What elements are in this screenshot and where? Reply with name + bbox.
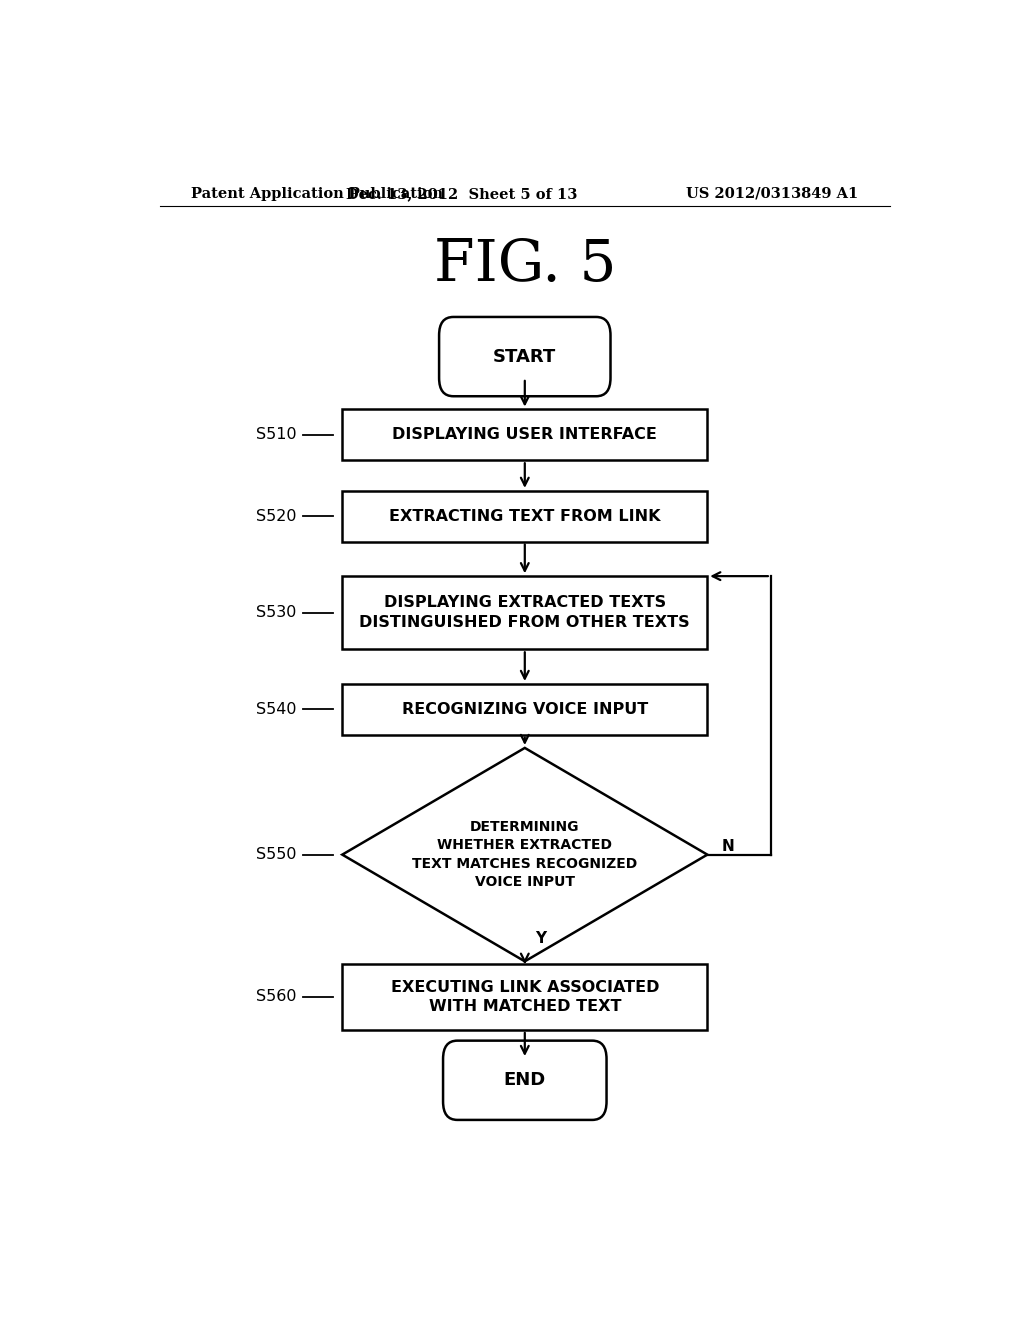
Text: DISPLAYING EXTRACTED TEXTS
DISTINGUISHED FROM OTHER TEXTS: DISPLAYING EXTRACTED TEXTS DISTINGUISHED… <box>359 595 690 630</box>
Text: S550: S550 <box>256 847 296 862</box>
Text: S520: S520 <box>256 508 296 524</box>
Text: END: END <box>504 1072 546 1089</box>
Text: RECOGNIZING VOICE INPUT: RECOGNIZING VOICE INPUT <box>401 702 648 717</box>
Bar <box>342 576 708 649</box>
Text: N: N <box>722 840 734 854</box>
Bar <box>342 964 708 1030</box>
Text: S530: S530 <box>256 606 296 620</box>
Text: S510: S510 <box>256 428 296 442</box>
Text: US 2012/0313849 A1: US 2012/0313849 A1 <box>686 187 858 201</box>
Text: Y: Y <box>536 932 546 946</box>
Text: S560: S560 <box>256 990 296 1005</box>
Text: Patent Application Publication: Patent Application Publication <box>191 187 443 201</box>
Text: START: START <box>494 347 556 366</box>
Text: DETERMINING
WHETHER EXTRACTED
TEXT MATCHES RECOGNIZED
VOICE INPUT: DETERMINING WHETHER EXTRACTED TEXT MATCH… <box>413 820 637 890</box>
Text: DISPLAYING USER INTERFACE: DISPLAYING USER INTERFACE <box>392 428 657 442</box>
Text: Dec. 13, 2012  Sheet 5 of 13: Dec. 13, 2012 Sheet 5 of 13 <box>346 187 577 201</box>
FancyBboxPatch shape <box>443 1040 606 1119</box>
Polygon shape <box>342 748 708 961</box>
Text: EXECUTING LINK ASSOCIATED
WITH MATCHED TEXT: EXECUTING LINK ASSOCIATED WITH MATCHED T… <box>390 979 659 1014</box>
Bar <box>342 491 708 541</box>
Text: EXTRACTING TEXT FROM LINK: EXTRACTING TEXT FROM LINK <box>389 508 660 524</box>
Text: FIG. 5: FIG. 5 <box>433 238 616 293</box>
FancyBboxPatch shape <box>439 317 610 396</box>
Bar <box>342 409 708 461</box>
Bar <box>342 684 708 735</box>
Text: S540: S540 <box>256 702 296 717</box>
